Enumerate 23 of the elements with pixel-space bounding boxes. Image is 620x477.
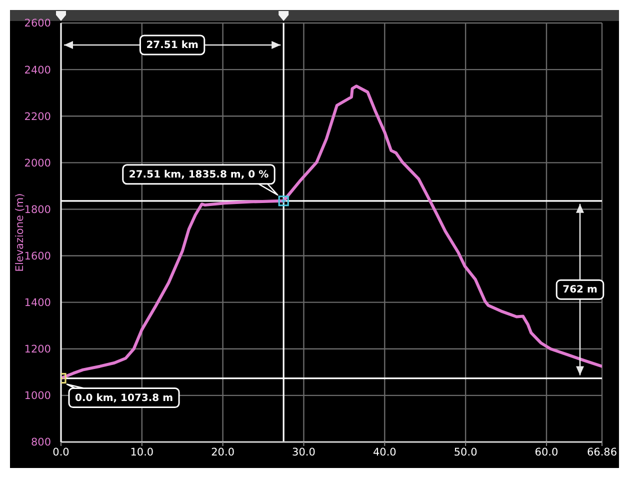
x-tick-label: 0.0 xyxy=(52,446,70,458)
y-tick-label: 2000 xyxy=(24,157,51,170)
y-tick-label: 1000 xyxy=(24,390,51,402)
x-tick-label: 10.0 xyxy=(130,446,154,458)
x-tick-label: 66.86 xyxy=(586,446,618,458)
y-tick-label: 2200 xyxy=(24,110,51,123)
x-tick-label: 20.0 xyxy=(211,446,235,458)
x-tick-label: 40.0 xyxy=(372,446,396,458)
y-tick-label: 2600 xyxy=(24,18,51,30)
y-tick-label: 1200 xyxy=(24,344,51,356)
y-tick-label: 2400 xyxy=(24,64,51,76)
annotation: 0.0 km, 1073.8 m xyxy=(75,392,174,404)
y-axis-title: Elevazione (m) xyxy=(14,193,26,272)
x-tick-label: 30.0 xyxy=(292,446,316,458)
x-tick-label: 60.0 xyxy=(534,446,558,458)
y-tick-label: 1600 xyxy=(24,250,51,263)
y-tick-label: 800 xyxy=(30,436,51,449)
y-tick-label: 1400 xyxy=(24,297,51,310)
y-tick-label: 1800 xyxy=(24,204,51,216)
x-tick-label: 50.0 xyxy=(454,446,478,458)
annotation: 27.51 km xyxy=(146,40,198,50)
annotation: 762 m xyxy=(562,284,598,296)
annotation: 27.51 km, 1835.8 m, 0 % xyxy=(128,168,269,180)
